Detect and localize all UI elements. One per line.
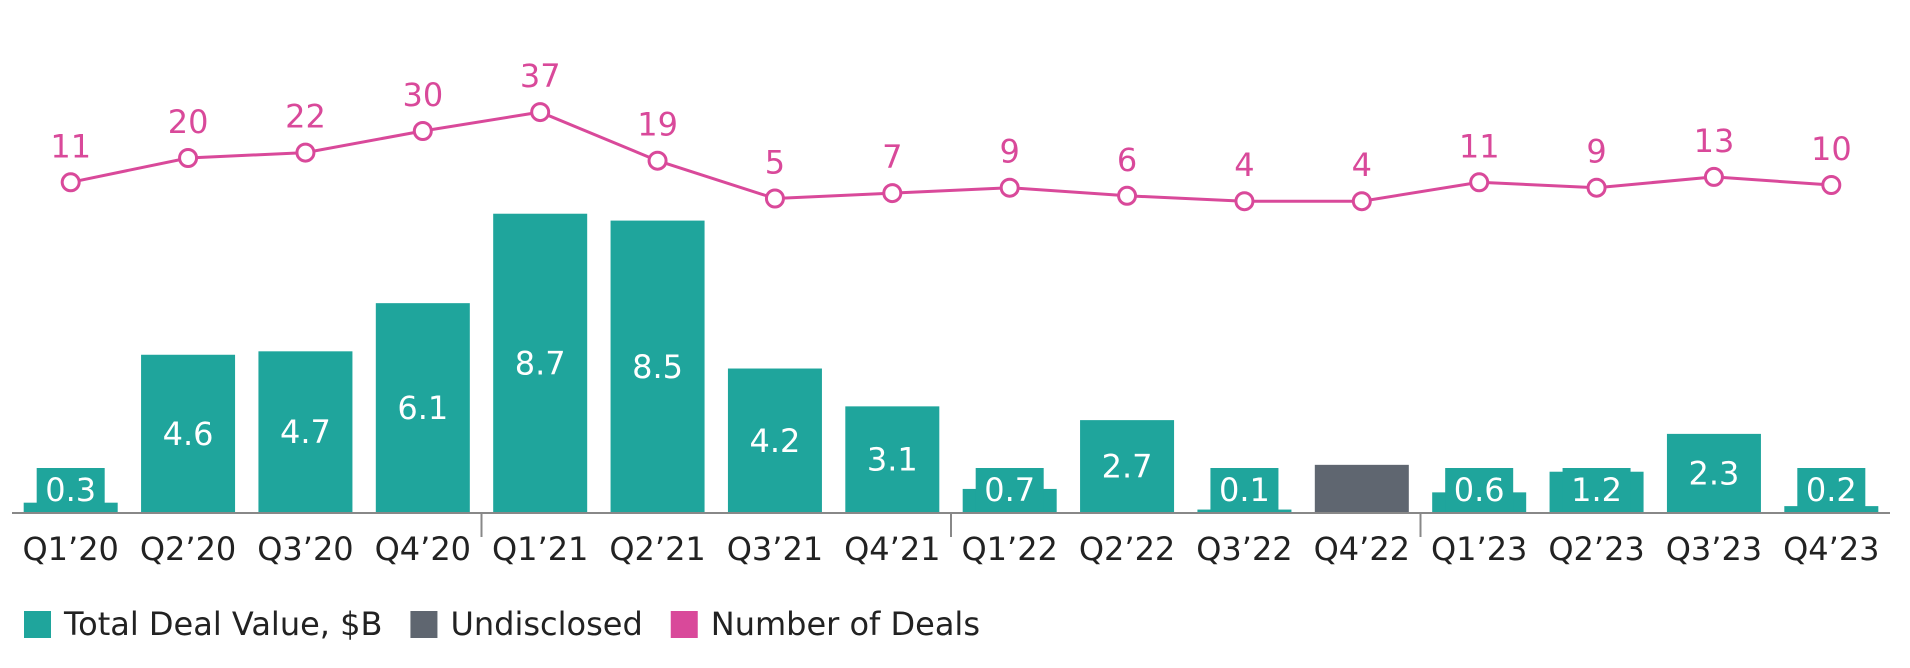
value-label: 0.7 bbox=[984, 471, 1035, 509]
value-label: 0.6 bbox=[1454, 471, 1505, 509]
line-value-label: 4 bbox=[1352, 146, 1372, 184]
x-tick-label: Q2’21 bbox=[609, 530, 705, 568]
line-value-label: 19 bbox=[637, 106, 678, 144]
legend-swatch bbox=[670, 611, 698, 638]
x-tick-label: Q4’21 bbox=[844, 530, 940, 568]
legend-label: Undisclosed bbox=[450, 605, 642, 643]
bar bbox=[727, 368, 822, 513]
bar bbox=[610, 220, 705, 513]
x-tick-label: Q3’22 bbox=[1196, 530, 1292, 568]
line-marker bbox=[1586, 177, 1607, 198]
line-marker bbox=[530, 102, 551, 123]
x-tick-label: Q3’23 bbox=[1666, 530, 1762, 568]
value-label: 1.2 bbox=[1571, 471, 1622, 509]
line-marker bbox=[999, 177, 1020, 198]
x-tick-label: Q1’22 bbox=[961, 530, 1057, 568]
line-value-label: 37 bbox=[520, 57, 561, 95]
value-label: 0.3 bbox=[45, 471, 96, 509]
bar bbox=[1080, 420, 1175, 513]
bar bbox=[845, 406, 940, 513]
legend-swatch bbox=[410, 611, 438, 638]
line-value-label: 6 bbox=[1117, 141, 1137, 179]
value-label: 8.5 bbox=[632, 348, 683, 386]
label-box bbox=[1445, 468, 1514, 513]
line-marker bbox=[1821, 175, 1842, 195]
x-tick-label: Q2’22 bbox=[1079, 530, 1175, 568]
line-marker bbox=[1234, 191, 1255, 212]
line-marker bbox=[295, 142, 316, 163]
x-tick-label: Q4’22 bbox=[1314, 530, 1410, 568]
line bbox=[70, 110, 1832, 203]
line-marker bbox=[882, 183, 903, 204]
line-value-label: 11 bbox=[1459, 127, 1500, 165]
label-box bbox=[1210, 468, 1279, 513]
bar bbox=[141, 354, 236, 513]
x-tick-label: Q1’23 bbox=[1431, 530, 1527, 568]
value-label: 2.3 bbox=[1688, 454, 1739, 492]
line-marker bbox=[764, 188, 785, 209]
line-value-label: 13 bbox=[1694, 122, 1735, 160]
value-label: 8.7 bbox=[515, 344, 566, 382]
line-marker bbox=[1469, 172, 1490, 193]
label-box bbox=[975, 468, 1044, 513]
line-value-label: 7 bbox=[882, 138, 902, 176]
x-tick-label: Q1’21 bbox=[492, 530, 588, 568]
x-tick-label: Q1’20 bbox=[22, 530, 118, 568]
value-label: 6.1 bbox=[397, 389, 448, 427]
bar bbox=[493, 213, 588, 513]
line-value-label: 5 bbox=[765, 144, 785, 182]
label-box bbox=[36, 468, 105, 513]
line-marker bbox=[1351, 191, 1372, 212]
line-value-label: 11 bbox=[50, 127, 91, 165]
line-value-label: 4 bbox=[1234, 146, 1254, 184]
line-marker bbox=[60, 172, 81, 193]
x-tick-label: Q4’20 bbox=[375, 530, 471, 568]
legend-swatch bbox=[24, 611, 51, 638]
line-marker bbox=[178, 148, 199, 168]
line-value-label: 20 bbox=[168, 103, 209, 141]
legend-label: Total Deal Value, $B bbox=[63, 605, 382, 643]
x-tick-label: Q4’23 bbox=[1783, 530, 1879, 568]
line-marker bbox=[412, 121, 433, 141]
line-value-label: 10 bbox=[1811, 130, 1852, 168]
line-value-label: 30 bbox=[402, 76, 443, 114]
line-value-label: 9 bbox=[1000, 133, 1020, 171]
bar bbox=[1666, 433, 1761, 513]
label-box bbox=[1797, 468, 1866, 513]
line-value-label: 22 bbox=[285, 98, 326, 136]
value-label: 4.2 bbox=[749, 422, 800, 460]
x-tick-label: Q2’20 bbox=[140, 530, 236, 568]
x-tick-label: Q3’21 bbox=[727, 530, 823, 568]
value-label: 4.7 bbox=[280, 413, 331, 451]
legend-label: Number of Deals bbox=[711, 605, 980, 643]
value-label: 3.1 bbox=[867, 441, 918, 479]
value-label: 0.2 bbox=[1806, 471, 1857, 509]
x-tick-label: Q3’20 bbox=[257, 530, 353, 568]
value-label: 2.7 bbox=[1102, 448, 1153, 486]
x-tick-label: Q2’23 bbox=[1548, 530, 1644, 568]
bar bbox=[1314, 464, 1409, 513]
line-value-label: 9 bbox=[1586, 133, 1606, 171]
line-marker bbox=[1117, 185, 1138, 206]
bar bbox=[258, 351, 353, 513]
bar bbox=[375, 303, 470, 513]
line-marker bbox=[1703, 166, 1724, 187]
value-label: 0.1 bbox=[1219, 471, 1270, 509]
value-label: 4.6 bbox=[163, 415, 214, 453]
label-box bbox=[1562, 468, 1631, 513]
line-marker bbox=[647, 150, 668, 171]
